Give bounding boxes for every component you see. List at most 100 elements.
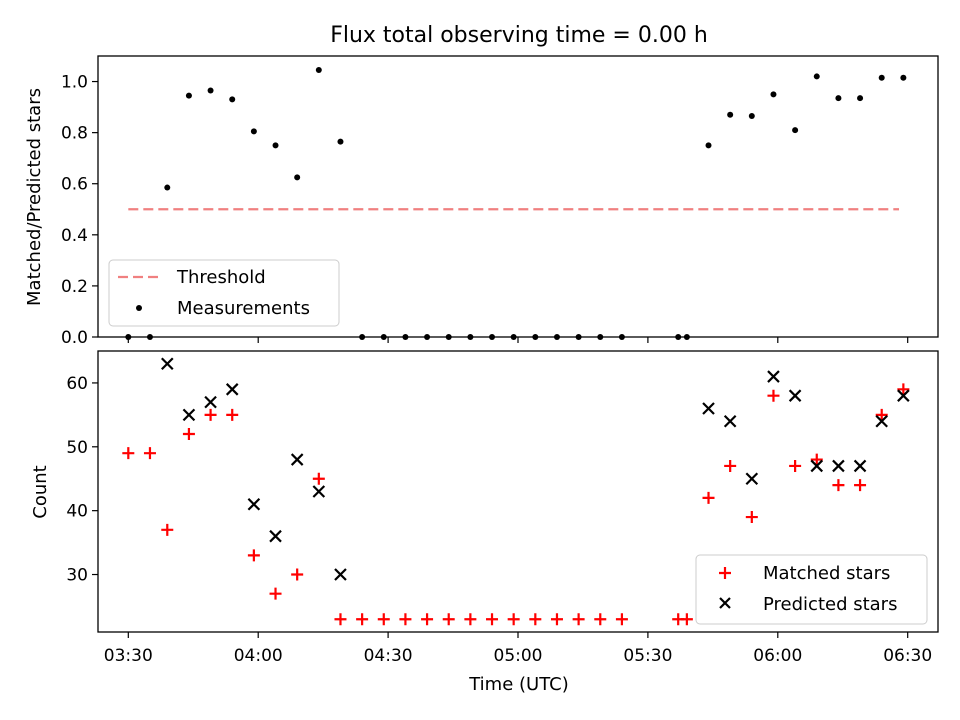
x-tick-label: 05:30 [623,646,672,666]
measurement-point [727,111,734,118]
matched-star-point [226,408,239,421]
legend-predicted-swatch [719,597,731,609]
measurement-point [675,334,682,340]
measurement-point [618,334,625,340]
predicted-star-point [788,389,802,402]
measurement-point [402,334,409,340]
measurement-point [424,334,431,340]
measurement-point [445,334,452,340]
measurement-point [705,142,712,149]
top-y-tick-label: 0.2 [61,277,88,297]
predicted-star-point [702,402,715,415]
legend-threshold-label: Threshold [176,267,266,288]
top-legend-box [108,259,340,327]
predicted-star-point [182,408,196,422]
measurement-point [467,334,474,340]
top-x-axis [127,337,909,343]
matched-star-point [377,613,390,626]
predicted-star-point [875,414,888,428]
predicted-star-point [312,485,326,498]
bottom-legend: Matched stars Predicted stars [695,554,928,625]
measurement-point [229,96,236,103]
measurement-point [532,334,539,340]
matched-star-point [745,511,758,524]
measurement-point [315,67,322,74]
legend-matched-label: Matched stars [763,563,890,584]
matched-star-point [615,613,628,626]
bottom-y-tick-label: 30 [66,566,88,586]
predicted-star-point [897,389,910,402]
legend-measurements-swatch [136,305,142,311]
measurement-point [380,334,387,340]
x-tick-label: 03:30 [104,646,153,666]
x-tick-label: 04:00 [234,646,283,666]
measurement-point [770,91,777,98]
matched-star-point [421,613,434,626]
legend-measurements-label: Measurements [177,298,310,319]
matched-star-point [680,613,693,626]
measurement-point [510,334,517,340]
x-tick-label: 06:00 [753,646,802,666]
matched-star-point [529,613,542,626]
measurement-point [250,128,257,135]
measurement-point [146,334,153,340]
matched-star-point [442,613,455,626]
matched-star-point [854,479,867,492]
legend-matched-swatch [719,567,731,579]
matched-star-point [832,479,845,492]
measurement-point [857,95,864,102]
measurement-point [207,87,214,94]
matched-star-point [399,613,412,626]
predicted-stars-series [161,357,910,581]
matched-star-point [334,613,347,626]
matched-star-point [875,408,888,421]
matched-star-point [356,613,369,626]
measurement-point [272,142,279,149]
bottom-x-axis: 03:30 04:00 04:30 05:00 05:30 06:00 06:30 [104,632,932,666]
measurement-point [359,334,366,340]
measurement-point [597,334,604,340]
matched-star-point [724,459,737,472]
x-tick-label: 04:30 [364,646,413,666]
top-y-axis-label: Matched/Predicted stars [24,88,45,306]
top-y-tick-label: 0.6 [61,175,88,195]
predicted-star-point [334,568,347,581]
bottom-y-axis: 30 40 50 60 [66,374,98,586]
top-y-axis: 0.0 0.2 0.4 0.6 0.8 1.0 [61,73,98,348]
matched-star-point [572,613,585,626]
measurement-point [835,95,842,102]
matched-star-point [897,383,910,396]
bottom-y-tick-label: 40 [66,502,88,522]
matched-star-point [464,613,477,626]
predicted-star-point [853,459,867,473]
measurement-point [900,74,907,81]
predicted-star-point [723,414,737,428]
matched-star-point [810,453,823,466]
predicted-star-point [161,357,174,371]
predicted-star-point [810,459,824,473]
measurement-point [489,334,496,340]
chart-title: Flux total observing time = 0.00 h [330,23,708,48]
measurements-series [125,67,907,340]
top-y-tick-label: 0.0 [61,328,88,348]
bottom-legend-box [695,554,928,625]
matched-stars-series [122,383,910,626]
matched-star-point [702,491,715,504]
matched-star-point [291,568,304,581]
measurement-point [164,184,171,191]
top-y-tick-label: 0.8 [61,124,88,144]
measurement-point [294,174,301,181]
top-legend: Threshold Measurements [108,259,340,327]
measurement-point [337,138,344,145]
predicted-star-point [247,497,261,511]
matched-star-point [550,613,563,626]
measurement-point [813,73,820,80]
predicted-star-point [290,453,304,466]
matched-star-point [767,389,780,402]
measurement-point [878,74,885,81]
matched-star-point [122,447,135,460]
predicted-star-point [767,370,780,383]
x-tick-label: 05:00 [494,646,543,666]
x-tick-label: 06:30 [883,646,932,666]
